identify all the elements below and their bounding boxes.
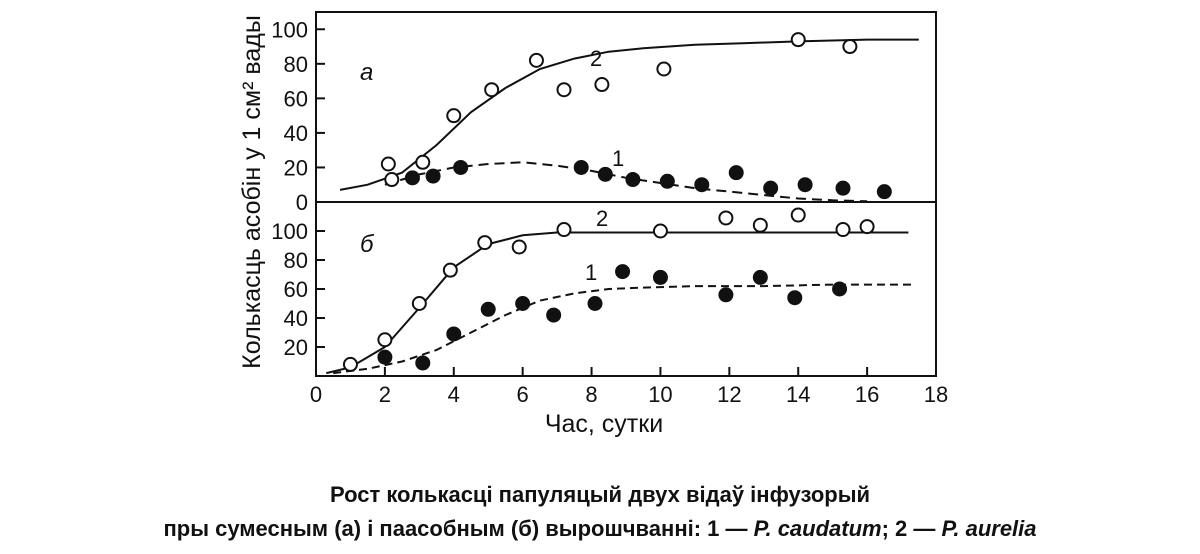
- series-1-point: [763, 180, 779, 196]
- series-2-point: [556, 82, 572, 98]
- series-1-point: [787, 290, 803, 306]
- series-2-point: [377, 332, 393, 348]
- series-2-point: [380, 156, 396, 172]
- panel-b-y-ticks: 20 40 60 80 100: [271, 219, 325, 360]
- series-2-point: [411, 296, 427, 311]
- caption-line-2: пры сумесным (а) і паасобным (б) вырошчв…: [0, 512, 1200, 546]
- panel-a-curve-label-2: 2: [590, 46, 602, 71]
- y-tick-label: 20: [284, 335, 308, 360]
- y-tick-label: 20: [284, 155, 308, 180]
- x-tick-label: 10: [648, 382, 672, 407]
- series-1-point: [587, 296, 603, 311]
- series-2-curve: [339, 38, 919, 191]
- series-1-point: [625, 172, 641, 188]
- plot-frame: [315, 11, 937, 377]
- figure-caption: Рост колькасці папуляцый двух відаў інфу…: [0, 478, 1200, 546]
- y-tick-label: 80: [284, 248, 308, 273]
- series-2-point: [556, 222, 572, 238]
- series-1-point: [377, 349, 393, 365]
- panel-b-letter: б: [360, 231, 375, 258]
- series-2-point: [477, 235, 493, 251]
- y-tick-label: 0: [296, 190, 308, 215]
- series-1-point: [480, 301, 496, 317]
- series-1-point: [415, 355, 431, 371]
- series-1-point: [546, 307, 562, 323]
- x-tick-label: 18: [924, 382, 948, 407]
- panel-b-points: [342, 207, 875, 372]
- series-2-point: [718, 210, 734, 226]
- x-tick-label: 2: [379, 382, 391, 407]
- y-axis-title: Колькасць асобін у 1 см² вады: [238, 15, 266, 369]
- series-1-point: [718, 287, 734, 303]
- series-1-point: [573, 159, 589, 175]
- series-2-point: [446, 108, 462, 124]
- y-tick-label: 40: [284, 306, 308, 331]
- x-tick-label: 6: [517, 382, 529, 407]
- series-2-point: [342, 356, 358, 372]
- panel-b-curve-label-1: 1: [585, 260, 597, 285]
- caption-prefix: пры сумесным (а) і паасобным (б) вырошчв…: [163, 516, 754, 541]
- x-axis-ticks: 0 2 4 6 8 10 12 14 16 18: [310, 367, 948, 407]
- x-tick-label: 16: [855, 382, 879, 407]
- caption-species-1: P. caudatum: [753, 516, 882, 541]
- series-2-point: [528, 52, 544, 68]
- y-tick-label: 100: [271, 17, 308, 42]
- frame: [315, 11, 937, 377]
- series-2-point: [842, 39, 858, 55]
- x-tick-label: 14: [786, 382, 810, 407]
- x-tick-label: 12: [717, 382, 741, 407]
- series-1-point: [652, 269, 668, 285]
- series-2-point: [790, 207, 806, 223]
- series-2-point: [384, 172, 400, 188]
- series-2-point: [835, 222, 851, 238]
- panel-a: 0 20 40 60 80 100 а 2 1: [271, 17, 919, 215]
- series-2-point: [656, 61, 672, 77]
- series-1-point: [835, 180, 851, 196]
- series-1-point: [832, 281, 848, 297]
- panel-a-y-ticks: 0 20 40 60 80 100: [271, 17, 325, 215]
- series-1-point: [615, 264, 631, 280]
- series-1-curve: [333, 283, 912, 375]
- series-1-point: [597, 166, 613, 182]
- series-1-point: [446, 326, 462, 342]
- x-tick-label: 8: [585, 382, 597, 407]
- panel-a-letter: а: [360, 59, 373, 86]
- caption-species-2: P. aurelia: [941, 516, 1037, 541]
- series-2-point: [752, 217, 768, 233]
- series-1-point: [404, 170, 420, 186]
- series-2-point: [652, 223, 668, 239]
- panel-b: 20 40 60 80 100 б 2 1: [271, 206, 912, 375]
- y-tick-label: 80: [284, 52, 308, 77]
- caption-separator: ; 2 —: [881, 516, 942, 541]
- panel-b-curve-label-2: 2: [596, 206, 608, 231]
- series-1-point: [453, 159, 469, 175]
- x-axis-title: Час, сутки: [545, 410, 663, 438]
- series-1-point: [797, 177, 813, 193]
- series-1-point: [876, 184, 892, 200]
- series-2-point: [442, 262, 458, 278]
- y-tick-label: 100: [271, 219, 308, 244]
- series-1-point: [425, 168, 441, 184]
- y-tick-label: 40: [284, 121, 308, 146]
- y-tick-label: 60: [284, 86, 308, 111]
- series-2-point: [511, 239, 527, 255]
- y-tick-label: 60: [284, 277, 308, 302]
- x-tick-label: 4: [448, 382, 460, 407]
- x-tick-label: 0: [310, 382, 322, 407]
- panel-a-curve-label-1: 1: [612, 146, 624, 171]
- series-2-point: [484, 82, 500, 98]
- series-1-point: [694, 177, 710, 193]
- caption-line-1: Рост колькасці папуляцый двух відаў інфу…: [329, 482, 871, 507]
- series-1-point: [515, 296, 531, 311]
- panel-a-points: [380, 32, 892, 200]
- series-1-point: [752, 269, 768, 285]
- series-1-point: [659, 173, 675, 189]
- series-2-point: [790, 32, 806, 48]
- series-2-point: [415, 154, 431, 170]
- series-2-point: [859, 219, 875, 235]
- series-2-point: [594, 77, 610, 93]
- series-1-point: [728, 165, 744, 181]
